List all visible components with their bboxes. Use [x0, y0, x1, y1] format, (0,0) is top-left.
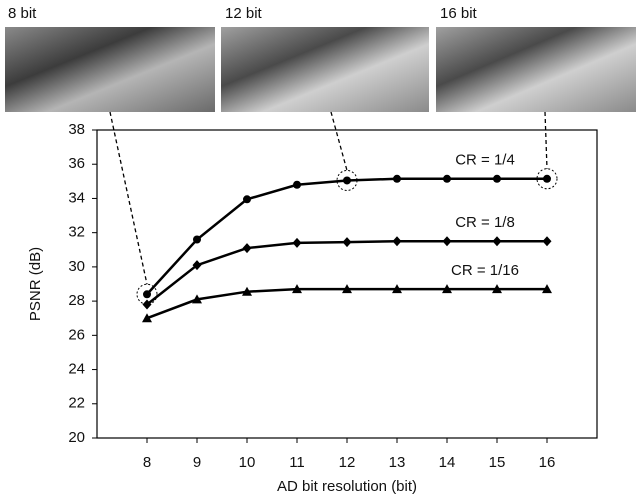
- y-tick-label: 32: [68, 224, 85, 241]
- callout-line: [544, 111, 548, 169]
- x-axis-label: AD bit resolution (bit): [277, 478, 417, 495]
- y-tick-label: 28: [68, 292, 85, 309]
- marker: [242, 286, 252, 296]
- marker: [192, 260, 202, 271]
- highlight-circle: [336, 169, 358, 191]
- y-tick-label: 38: [68, 121, 85, 138]
- image-8bit: [5, 27, 215, 112]
- callout-line: [109, 111, 148, 285]
- marker: [393, 174, 401, 183]
- y-tick-label: 24: [68, 361, 85, 378]
- x-tick-label: 12: [339, 454, 356, 471]
- highlight-circle: [136, 283, 158, 305]
- marker: [542, 284, 552, 294]
- series-line: [146, 287, 547, 320]
- marker: [293, 180, 301, 189]
- y-axis-label: PSNR (dB): [27, 247, 44, 321]
- marker: [493, 174, 501, 183]
- image-label: 8 bit: [8, 5, 37, 22]
- marker: [542, 236, 552, 247]
- marker: [443, 174, 451, 183]
- marker: [492, 236, 502, 247]
- y-tick-label: 30: [68, 258, 85, 275]
- marker: [142, 313, 152, 323]
- marker: [392, 284, 402, 294]
- x-tick-label: 13: [389, 454, 406, 471]
- marker: [442, 236, 452, 247]
- series-label: CR = 1/8: [455, 214, 515, 231]
- image-12bit: [221, 27, 429, 112]
- y-tick-label: 26: [68, 326, 85, 343]
- marker: [143, 290, 151, 299]
- x-tick-label: 15: [489, 454, 506, 471]
- image-16bit: [436, 27, 636, 112]
- marker: [392, 236, 402, 247]
- x-tick-label: 14: [439, 454, 456, 471]
- highlight-circle: [536, 168, 558, 190]
- y-tick-label: 20: [68, 429, 85, 446]
- image-label: 16 bit: [440, 5, 478, 22]
- y-tick-label: 34: [68, 189, 85, 206]
- marker: [292, 237, 302, 248]
- x-tick-label: 10: [239, 454, 256, 471]
- x-tick-label: 9: [193, 454, 201, 471]
- marker: [343, 176, 351, 185]
- marker: [193, 235, 201, 244]
- marker: [543, 174, 551, 183]
- series-label: CR = 1/4: [455, 152, 515, 169]
- y-tick-label: 36: [68, 155, 85, 172]
- marker: [442, 284, 452, 294]
- x-tick-label: 11: [289, 454, 305, 471]
- marker: [342, 237, 352, 248]
- marker: [342, 284, 352, 294]
- callout-line: [330, 111, 348, 171]
- series-label: CR = 1/16: [451, 262, 519, 279]
- x-tick-label: 8: [143, 454, 151, 471]
- marker: [492, 284, 502, 294]
- marker: [192, 294, 202, 304]
- image-label: 12 bit: [225, 5, 263, 22]
- y-tick-label: 22: [68, 395, 85, 412]
- x-tick-label: 16: [539, 454, 556, 471]
- marker: [243, 195, 251, 204]
- marker: [242, 243, 252, 254]
- marker: [142, 299, 152, 310]
- marker: [292, 284, 302, 294]
